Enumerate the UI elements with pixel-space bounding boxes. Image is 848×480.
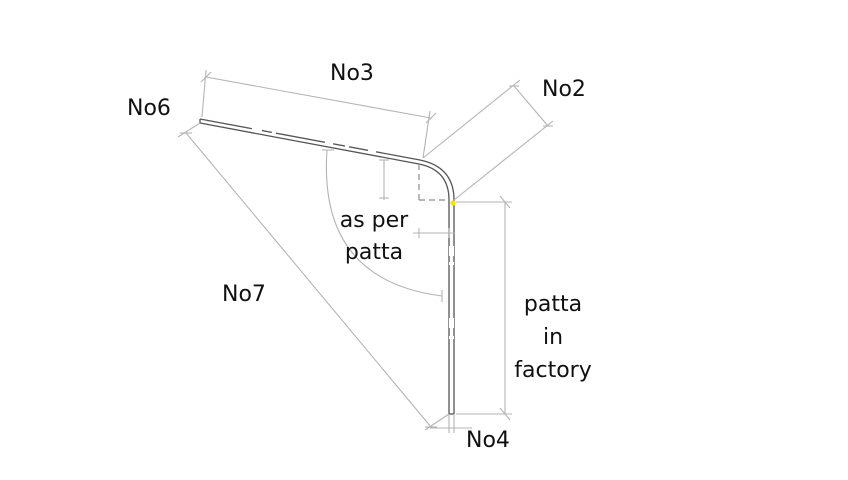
side-note-line1: patta xyxy=(523,292,583,317)
bend-construction-lines xyxy=(418,164,449,201)
dim-no2-ext-lower xyxy=(453,120,554,201)
side-note-line3: factory xyxy=(514,358,592,383)
dim-no3-line xyxy=(205,76,432,119)
side-note: patta in factory xyxy=(505,288,601,387)
dim-no3-ext-right xyxy=(422,110,431,159)
side-note-line2: in xyxy=(542,325,564,350)
label-no3: No3 xyxy=(330,61,374,86)
bend-point-marker xyxy=(450,200,456,206)
label-no7: No7 xyxy=(222,282,266,307)
dim-no7-ext-top xyxy=(177,122,201,138)
dim-no2-ext-upper xyxy=(422,79,521,159)
dim-no7-line xyxy=(185,132,432,428)
label-no6: No6 xyxy=(127,96,171,121)
angle-note-line2: patta xyxy=(344,239,404,265)
angle-arc xyxy=(325,149,443,297)
angle-note: as per patta xyxy=(330,205,418,269)
angle-note-line1: as per xyxy=(339,208,409,233)
dimension-lines xyxy=(177,69,554,433)
label-no2: No2 xyxy=(542,77,586,102)
dim-no2-line xyxy=(513,85,549,127)
left-leg-break-marks xyxy=(251,126,377,154)
label-no4: No4 xyxy=(466,428,510,453)
